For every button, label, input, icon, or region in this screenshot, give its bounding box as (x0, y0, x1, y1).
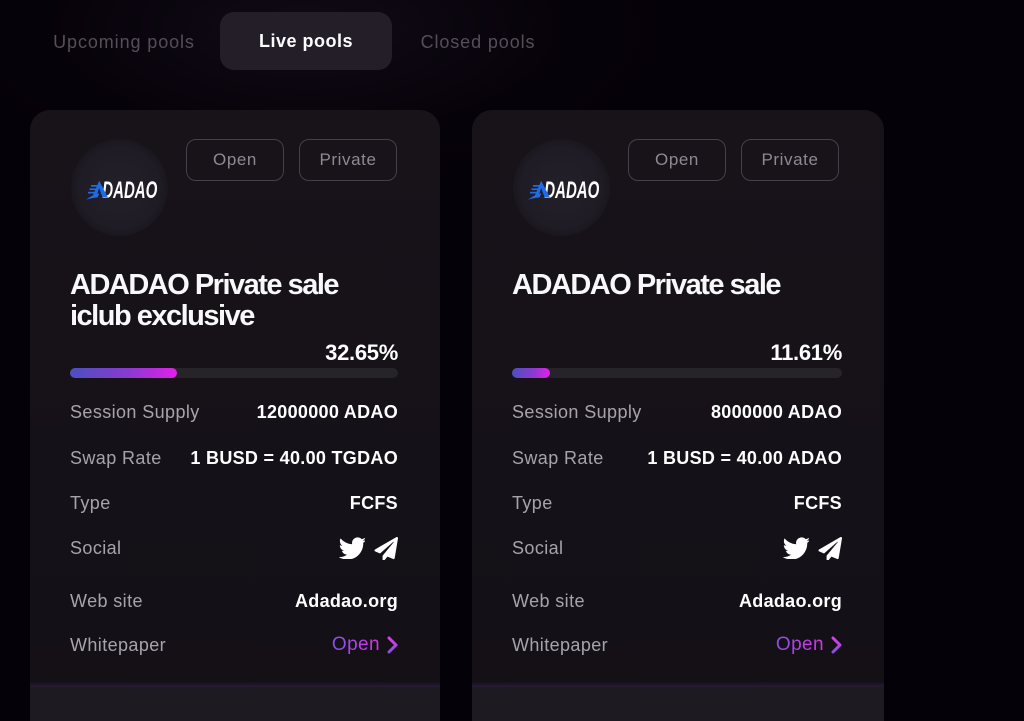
svg-text:DADAO: DADAO (102, 178, 157, 202)
svg-text:DADAO: DADAO (544, 178, 599, 202)
